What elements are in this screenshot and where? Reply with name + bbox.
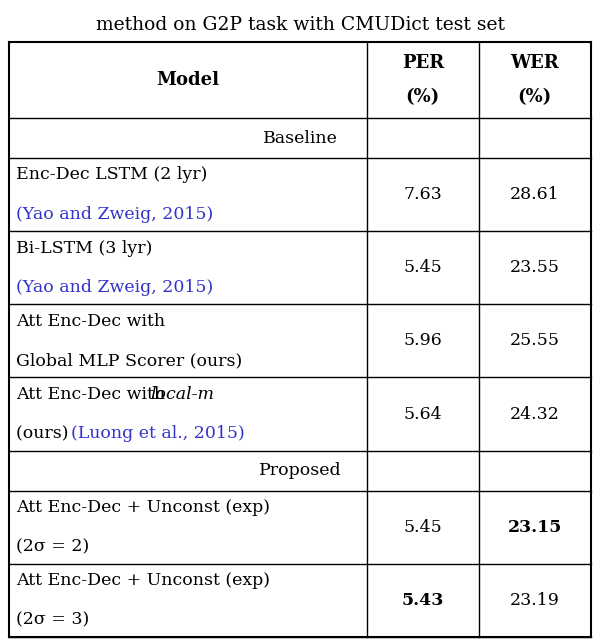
- Text: PER: PER: [401, 54, 444, 72]
- Text: 5.45: 5.45: [403, 519, 442, 535]
- Text: (ours): (ours): [16, 425, 74, 442]
- Text: Att Enc-Dec with: Att Enc-Dec with: [16, 313, 166, 329]
- Text: 23.19: 23.19: [510, 592, 560, 609]
- Text: (%): (%): [406, 88, 440, 106]
- Text: Enc-Dec LSTM (2 lyr): Enc-Dec LSTM (2 lyr): [16, 166, 208, 184]
- Text: (Yao and Zweig, 2015): (Yao and Zweig, 2015): [16, 279, 214, 296]
- Text: (Luong et al., 2015): (Luong et al., 2015): [71, 425, 245, 442]
- Text: (Yao and Zweig, 2015): (Yao and Zweig, 2015): [16, 206, 214, 223]
- Text: (2σ = 3): (2σ = 3): [16, 612, 89, 629]
- Text: 7.63: 7.63: [403, 186, 442, 203]
- Text: Att Enc-Dec with: Att Enc-Dec with: [16, 386, 171, 403]
- Text: 24.32: 24.32: [510, 406, 560, 422]
- Text: local-m: local-m: [150, 386, 214, 403]
- Text: 28.61: 28.61: [510, 186, 560, 203]
- Text: 5.45: 5.45: [403, 259, 442, 276]
- Text: 23.55: 23.55: [510, 259, 560, 276]
- Text: 5.96: 5.96: [403, 333, 442, 349]
- Text: 5.43: 5.43: [401, 592, 444, 609]
- Text: Att Enc-Dec + Unconst (exp): Att Enc-Dec + Unconst (exp): [16, 499, 270, 516]
- Text: method on G2P task with CMUDict test set: method on G2P task with CMUDict test set: [95, 16, 505, 34]
- Text: (2σ = 2): (2σ = 2): [16, 539, 89, 555]
- Text: Att Enc-Dec + Unconst (exp): Att Enc-Dec + Unconst (exp): [16, 572, 270, 589]
- Text: (%): (%): [518, 88, 552, 106]
- Text: 23.15: 23.15: [508, 519, 562, 535]
- Text: WER: WER: [511, 54, 559, 72]
- Text: 25.55: 25.55: [510, 333, 560, 349]
- Text: Proposed: Proposed: [259, 462, 341, 479]
- Text: 5.64: 5.64: [403, 406, 442, 422]
- Text: Global MLP Scorer (ours): Global MLP Scorer (ours): [16, 352, 242, 369]
- Text: Bi-LSTM (3 lyr): Bi-LSTM (3 lyr): [16, 239, 152, 257]
- Text: Baseline: Baseline: [263, 130, 337, 146]
- Text: Model: Model: [157, 71, 220, 89]
